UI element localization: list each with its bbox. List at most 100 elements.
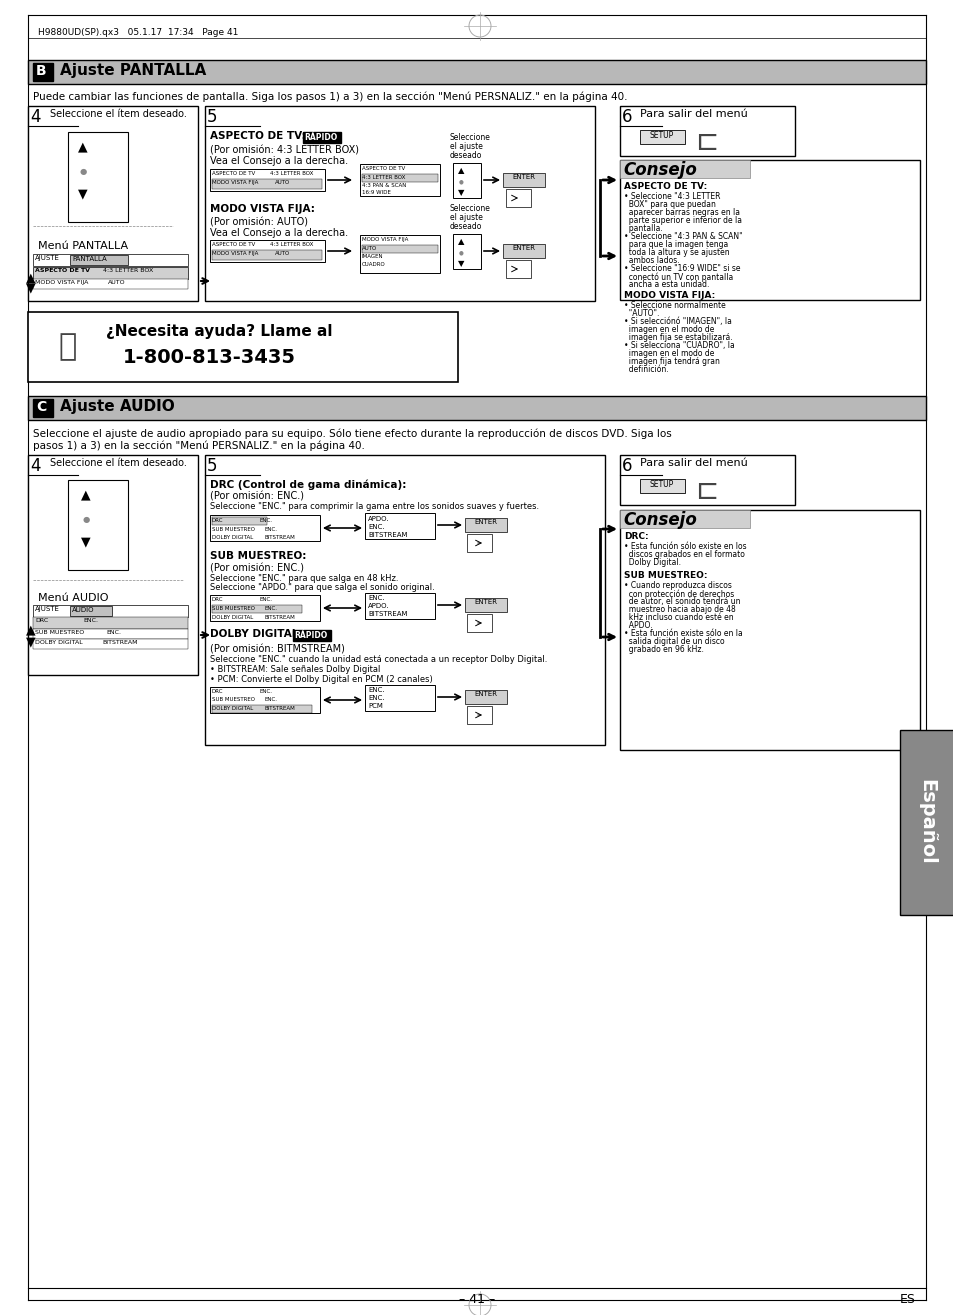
Text: ▼: ▼ <box>78 187 88 200</box>
Text: 6: 6 <box>621 108 632 126</box>
Text: ▲: ▲ <box>457 166 464 175</box>
Text: muestreo hacia abajo de 48: muestreo hacia abajo de 48 <box>623 605 735 614</box>
Text: BOX" para que puedan: BOX" para que puedan <box>623 200 715 209</box>
Text: para que la imagen tenga: para que la imagen tenga <box>623 241 727 249</box>
Text: (Por omisión: ENC.): (Por omisión: ENC.) <box>210 490 304 501</box>
Bar <box>70 255 128 266</box>
Text: RÁPIDO: RÁPIDO <box>294 631 327 640</box>
Bar <box>361 174 437 181</box>
Text: ▼: ▼ <box>26 635 35 648</box>
Text: definición.: definición. <box>623 366 668 373</box>
Text: Seleccione: Seleccione <box>450 204 491 213</box>
Text: 4:3 PAN & SCAN: 4:3 PAN & SCAN <box>361 183 406 188</box>
Text: ▼: ▼ <box>26 281 35 295</box>
Text: 4: 4 <box>30 458 40 475</box>
Bar <box>210 241 325 262</box>
Text: Ajuste PANTALLA: Ajuste PANTALLA <box>60 63 206 78</box>
Text: Seleccione "APDO." para que salga el sonido original.: Seleccione "APDO." para que salga el son… <box>210 583 435 592</box>
Text: ambos lados.: ambos lados. <box>623 256 679 266</box>
Text: toda la altura y se ajusten: toda la altura y se ajusten <box>623 249 729 256</box>
Bar <box>210 686 319 713</box>
Text: Seleccione el ítem deseado.: Seleccione el ítem deseado. <box>50 109 187 118</box>
Text: MODO VISTA FIJA: MODO VISTA FIJA <box>35 280 89 285</box>
Text: el ajuste: el ajuste <box>450 142 482 151</box>
Text: 4: 4 <box>30 108 40 126</box>
Text: IMAGEN: IMAGEN <box>361 254 383 259</box>
Text: imagen fija se estabilizará.: imagen fija se estabilizará. <box>623 333 732 342</box>
Text: ▼: ▼ <box>81 535 91 548</box>
Text: H9880UD(SP).qx3   05.1.17  17:34   Page 41: H9880UD(SP).qx3 05.1.17 17:34 Page 41 <box>38 28 238 37</box>
Text: AUTO: AUTO <box>274 180 290 185</box>
Text: AUDIO: AUDIO <box>71 608 94 613</box>
Bar <box>502 245 544 258</box>
Text: ENTER: ENTER <box>474 600 497 605</box>
Text: • Cuando reproduzca discos: • Cuando reproduzca discos <box>623 581 731 590</box>
Text: Seleccione "ENC." para comprimir la gama entre los sonidos suaves y fuertes.: Seleccione "ENC." para comprimir la gama… <box>210 502 538 512</box>
Text: SUB MUESTREO: SUB MUESTREO <box>212 527 254 533</box>
Text: (Por omisión: BITMSTREAM): (Por omisión: BITMSTREAM) <box>210 644 345 654</box>
Text: MODO VISTA FIJA: MODO VISTA FIJA <box>212 180 258 185</box>
Text: 4:3 LETTER BOX: 4:3 LETTER BOX <box>103 268 153 274</box>
Bar <box>68 480 128 569</box>
Text: ENTER: ENTER <box>512 174 535 180</box>
Text: ENC.: ENC. <box>368 686 384 693</box>
Bar <box>502 174 544 187</box>
Text: ENC.: ENC. <box>368 594 384 601</box>
Bar <box>365 513 435 539</box>
Text: BITSTREAM: BITSTREAM <box>368 611 407 617</box>
Text: con protección de derechos: con protección de derechos <box>623 589 734 598</box>
Text: "AUTO".: "AUTO". <box>623 309 659 318</box>
Bar <box>453 163 480 199</box>
Bar <box>467 534 492 552</box>
Text: discos grabados en el formato: discos grabados en el formato <box>623 550 744 559</box>
Bar <box>33 267 188 279</box>
Text: SUB MUESTREO: SUB MUESTREO <box>35 630 84 635</box>
Text: Seleccione el ajuste de audio apropiado para su equipo. Sólo tiene efecto durant: Seleccione el ajuste de audio apropiado … <box>33 427 671 438</box>
Bar <box>464 690 506 704</box>
Text: • Seleccione "4:3 LETTER: • Seleccione "4:3 LETTER <box>623 192 720 201</box>
Bar <box>361 245 437 252</box>
Text: BITSTREAM: BITSTREAM <box>102 640 137 644</box>
Text: ●: ● <box>458 179 463 184</box>
Text: DRC: DRC <box>212 518 223 523</box>
Text: el ajuste: el ajuste <box>450 213 482 222</box>
Text: ENC.: ENC. <box>265 527 277 533</box>
Bar <box>505 189 531 206</box>
Bar <box>33 398 53 417</box>
Bar <box>212 705 312 713</box>
Text: • Seleccione "4:3 PAN & SCAN": • Seleccione "4:3 PAN & SCAN" <box>623 231 741 241</box>
Text: ENC.: ENC. <box>265 606 277 611</box>
Text: ▲: ▲ <box>26 623 35 636</box>
Text: ●: ● <box>79 167 87 176</box>
Bar <box>33 279 188 289</box>
Bar <box>365 685 435 711</box>
Text: ASPECTO DE TV: ASPECTO DE TV <box>212 171 255 176</box>
Text: 4:3 LETTER BOX: 4:3 LETTER BOX <box>270 242 313 247</box>
Bar <box>33 639 188 650</box>
Bar <box>70 606 112 615</box>
Text: ENC.: ENC. <box>260 518 273 523</box>
Text: AUTO: AUTO <box>361 246 376 251</box>
Bar <box>464 518 506 533</box>
Bar <box>639 130 684 145</box>
Text: ▼: ▼ <box>457 188 464 197</box>
Text: RÁPIDO: RÁPIDO <box>304 133 337 142</box>
Text: ASPECTO DE TV:: ASPECTO DE TV: <box>623 181 706 191</box>
Text: – 41 –: – 41 – <box>458 1293 495 1306</box>
Bar <box>28 312 457 381</box>
Text: ASPECTO DE TV: ASPECTO DE TV <box>212 242 255 247</box>
Text: imagen en el modo de: imagen en el modo de <box>623 348 714 358</box>
Bar <box>33 617 188 629</box>
Text: SUB MUESTREO: SUB MUESTREO <box>212 697 254 702</box>
Bar <box>212 517 267 525</box>
Text: DRC:: DRC: <box>623 533 648 540</box>
Text: • Esta función existe sólo en la: • Esta función existe sólo en la <box>623 629 742 638</box>
Text: ⊏: ⊏ <box>695 477 718 505</box>
Text: • Si selecciónó "IMAGEN", la: • Si selecciónó "IMAGEN", la <box>623 317 731 326</box>
Text: PCM: PCM <box>368 704 382 709</box>
Text: BITSTREAM: BITSTREAM <box>265 706 295 711</box>
Text: APDO.: APDO. <box>623 621 652 630</box>
Text: AJUSTE: AJUSTE <box>35 255 60 260</box>
Text: 5: 5 <box>207 458 217 475</box>
Text: SUB MUESTREO:: SUB MUESTREO: <box>210 551 306 562</box>
